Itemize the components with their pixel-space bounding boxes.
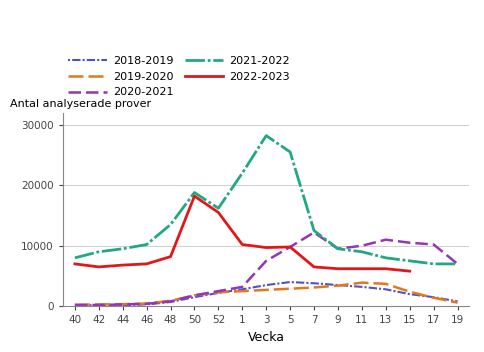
X-axis label: Vecka: Vecka <box>248 331 285 344</box>
Legend: 2018-2019, 2019-2020, 2020-2021, 2021-2022, 2022-2023: 2018-2019, 2019-2020, 2020-2021, 2021-20… <box>68 56 289 98</box>
Text: Antal analyserade prover: Antal analyserade prover <box>10 99 151 109</box>
